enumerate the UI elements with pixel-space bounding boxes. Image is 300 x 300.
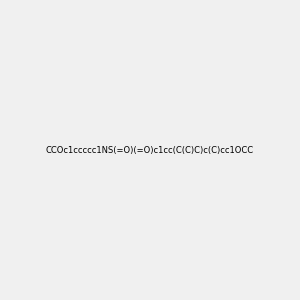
Text: CCOc1ccccc1NS(=O)(=O)c1cc(C(C)C)c(C)cc1OCC: CCOc1ccccc1NS(=O)(=O)c1cc(C(C)C)c(C)cc1O…: [46, 146, 254, 154]
